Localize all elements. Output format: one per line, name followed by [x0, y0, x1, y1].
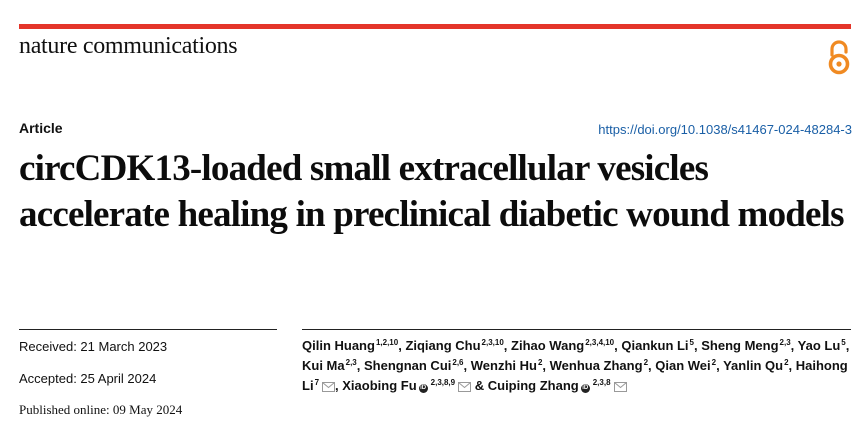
affiliation-marker: 2,3,4,10 — [585, 338, 615, 347]
author[interactable]: Ziqiang Chu2,3,10 — [405, 338, 503, 353]
affiliation-marker: 2,3 — [779, 338, 791, 347]
author[interactable]: Cuiping Zhang iD2,3,8 — [488, 378, 627, 393]
author-name: Qian Wei — [655, 358, 711, 373]
affiliation-marker: 2,3,10 — [481, 338, 504, 347]
email-icon[interactable] — [322, 378, 336, 398]
author-name: Zihao Wang — [511, 338, 585, 353]
affiliation-marker: 2 — [537, 358, 543, 367]
author[interactable]: Kui Ma2,3 — [302, 358, 357, 373]
affiliation-marker: 2,3,8 — [592, 378, 611, 387]
author-name: Cuiping Zhang — [487, 378, 579, 393]
affiliation-marker: 2 — [643, 358, 649, 367]
email-icon[interactable] — [458, 378, 472, 398]
author-name: Kui Ma — [302, 358, 345, 373]
article-type: Article — [19, 120, 63, 136]
author-name: Wenhua Zhang — [549, 358, 643, 373]
open-access-icon — [828, 40, 850, 75]
received-date: Received: 21 March 2023 — [19, 339, 168, 354]
author-name: Sheng Meng — [701, 338, 779, 353]
author[interactable]: Qian Wei2 — [655, 358, 716, 373]
author-name: Shengnan Cui — [363, 358, 452, 373]
author-name: Ziqiang Chu — [405, 338, 481, 353]
accepted-date: Accepted: 25 April 2024 — [19, 371, 157, 386]
journal-accent-bar — [19, 24, 851, 29]
author[interactable]: Shengnan Cui2,6 — [364, 358, 464, 373]
affiliation-marker: 1,2,10 — [375, 338, 399, 347]
affiliation-marker: 5 — [841, 338, 846, 347]
divider — [19, 329, 277, 330]
author-name: Yao Lu — [797, 338, 841, 353]
affiliation-marker: 2,3 — [345, 358, 357, 367]
author-name: Qiankun Li — [621, 338, 689, 353]
author[interactable]: Zihao Wang2,3,4,10 — [511, 338, 614, 353]
affiliation-marker: 2 — [784, 358, 789, 367]
author[interactable]: Yao Lu5 — [798, 338, 846, 353]
author-name: Haihong Li — [302, 358, 848, 393]
author[interactable]: Yanlin Qu2 — [723, 358, 788, 373]
journal-name[interactable]: nature communications — [19, 33, 238, 59]
article-title: circCDK13-loaded small extracellular ves… — [19, 148, 845, 235]
doi-link[interactable]: https://doi.org/10.1038/s41467-024-48284… — [598, 122, 852, 137]
author-name: Qilin Huang — [302, 338, 375, 353]
author-name: Xiaobing Fu — [342, 378, 417, 393]
affiliation-marker: 7 — [314, 378, 320, 387]
author[interactable]: Qilin Huang1,2,10 — [302, 338, 398, 353]
affiliation-marker: 2,3,8,9 — [430, 378, 456, 387]
orcid-icon[interactable]: iD — [580, 384, 590, 393]
email-icon[interactable] — [613, 378, 627, 398]
author[interactable]: Wenhua Zhang2 — [550, 358, 648, 373]
author-list: Qilin Huang1,2,10, Ziqiang Chu2,3,10, Zi… — [302, 336, 858, 398]
author-name: Yanlin Qu — [723, 358, 784, 373]
published-date: Published online: 09 May 2024 — [19, 402, 183, 417]
author[interactable]: Qiankun Li5 — [621, 338, 694, 353]
author[interactable]: Sheng Meng2,3 — [701, 338, 790, 353]
author[interactable]: Haihong Li7 — [302, 358, 848, 393]
affiliation-marker: 2 — [711, 358, 717, 367]
affiliation-marker: 5 — [689, 338, 694, 347]
author[interactable]: Xiaobing Fu iD2,3,8,9 — [342, 378, 472, 393]
author[interactable]: Wenzhi Hu2 — [471, 358, 543, 373]
divider — [302, 329, 851, 330]
author-name: Wenzhi Hu — [470, 358, 537, 373]
affiliation-marker: 2,6 — [452, 358, 464, 367]
orcid-icon[interactable]: iD — [418, 384, 428, 393]
